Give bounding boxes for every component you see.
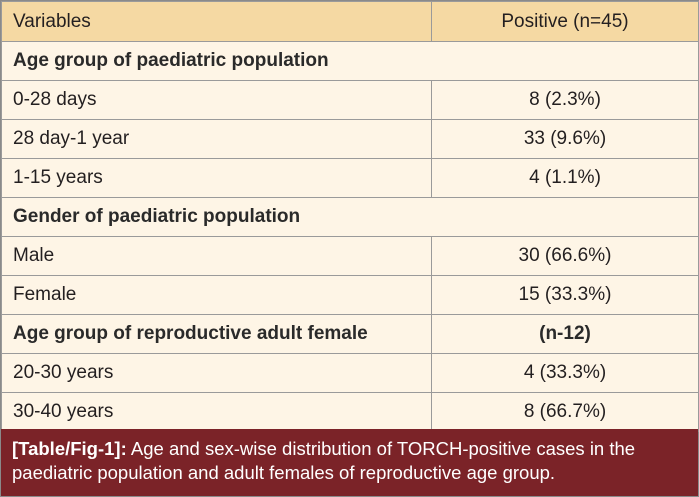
table-row: Female 15 (33.3%) xyxy=(1,275,699,315)
table-row: 30-40 years 8 (66.7%) xyxy=(1,392,699,432)
section-row: Age group of reproductive adult female (… xyxy=(1,314,699,354)
row-label: 1-15 years xyxy=(1,158,432,198)
table-row: 1-15 years 4 (1.1%) xyxy=(1,158,699,198)
row-value: 4 (33.3%) xyxy=(431,353,699,393)
row-value: 8 (66.7%) xyxy=(431,392,699,432)
row-label: 28 day-1 year xyxy=(1,119,432,159)
row-label: 20-30 years xyxy=(1,353,432,393)
header-variables: Variables xyxy=(1,1,432,42)
row-value: 30 (66.6%) xyxy=(431,236,699,276)
row-value: 4 (1.1%) xyxy=(431,158,699,198)
table-row: 0-28 days 8 (2.3%) xyxy=(1,80,699,120)
caption-text: Age and sex-wise distribution of TORCH-p… xyxy=(12,438,636,483)
table-row: 20-30 years 4 (33.3%) xyxy=(1,353,699,393)
section-subtotal: (n-12) xyxy=(431,314,699,354)
row-label: Male xyxy=(1,236,432,276)
row-value: 33 (9.6%) xyxy=(431,119,699,159)
row-value: 15 (33.3%) xyxy=(431,275,699,315)
row-label: 30-40 years xyxy=(1,392,432,432)
table-header-row: Variables Positive (n=45) xyxy=(1,1,699,42)
figure-caption: [Table/Fig-1]: Age and sex-wise distribu… xyxy=(1,429,698,496)
row-label: 0-28 days xyxy=(1,80,432,120)
section-row: Gender of paediatric population xyxy=(1,197,699,237)
table-row: Male 30 (66.6%) xyxy=(1,236,699,276)
section-title: Age group of paediatric population xyxy=(1,41,699,81)
section-title: Gender of paediatric population xyxy=(1,197,699,237)
row-value: 8 (2.3%) xyxy=(431,80,699,120)
table-row: 28 day-1 year 33 (9.6%) xyxy=(1,119,699,159)
caption-label: [Table/Fig-1]: xyxy=(12,438,127,459)
data-table: Variables Positive (n=45) Age group of p… xyxy=(1,1,699,432)
section-row: Age group of paediatric population xyxy=(1,41,699,81)
row-label: Female xyxy=(1,275,432,315)
header-positive: Positive (n=45) xyxy=(431,1,699,42)
section-title: Age group of reproductive adult female xyxy=(1,314,432,354)
